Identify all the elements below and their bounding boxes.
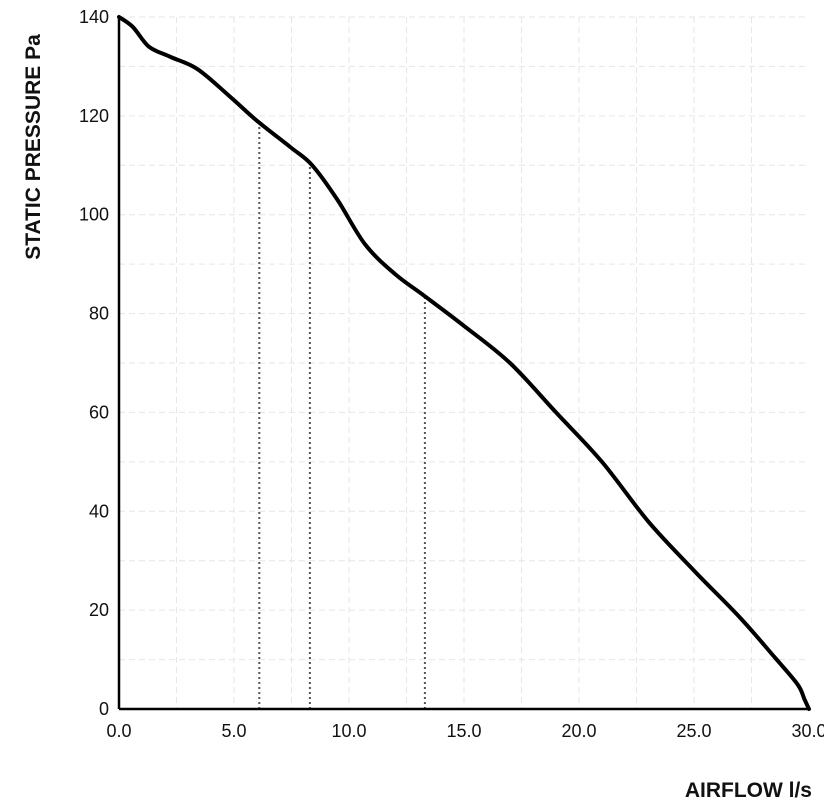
series-line-pressure-curve	[117, 15, 811, 711]
y-axis-title: STATIC PRESSURE Pa	[22, 34, 45, 260]
x-tick-label: 10.0	[331, 721, 366, 741]
y-tick-label: 60	[89, 402, 109, 422]
x-tick-label: 0.0	[106, 721, 131, 741]
y-tick-label: 40	[89, 501, 109, 521]
y-tick-label: 80	[89, 304, 109, 324]
x-tick-labels: 0.0 5.0 10.0 15.0 20.0 25.0 30.0	[106, 721, 824, 741]
y-tick-labels: 0 20 40 60 80 100 120 140	[79, 7, 109, 719]
y-tick-label: 20	[89, 600, 109, 620]
x-axis-title: AIRFLOW l/s	[685, 779, 812, 802]
x-tick-label: 5.0	[221, 721, 246, 741]
reference-lines	[258, 122, 426, 709]
y-tick-label: 100	[79, 205, 109, 225]
x-tick-label: 25.0	[676, 721, 711, 741]
x-tick-label: 20.0	[561, 721, 596, 741]
y-tick-label: 120	[79, 106, 109, 126]
x-tick-label: 30.0	[791, 721, 824, 741]
grid	[119, 16, 809, 709]
y-tick-label: 0	[99, 699, 109, 719]
y-tick-label: 140	[79, 7, 109, 27]
x-tick-label: 15.0	[446, 721, 481, 741]
